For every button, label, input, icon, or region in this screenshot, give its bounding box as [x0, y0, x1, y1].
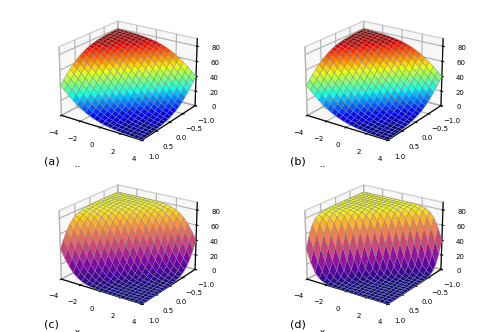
X-axis label: x: x: [74, 164, 80, 173]
X-axis label: x: x: [320, 164, 325, 173]
Text: (b): (b): [290, 156, 306, 166]
X-axis label: x: x: [320, 328, 325, 332]
Text: (d): (d): [290, 320, 306, 330]
X-axis label: x: x: [74, 328, 80, 332]
Text: (a): (a): [44, 156, 60, 166]
Text: (c): (c): [44, 320, 59, 330]
